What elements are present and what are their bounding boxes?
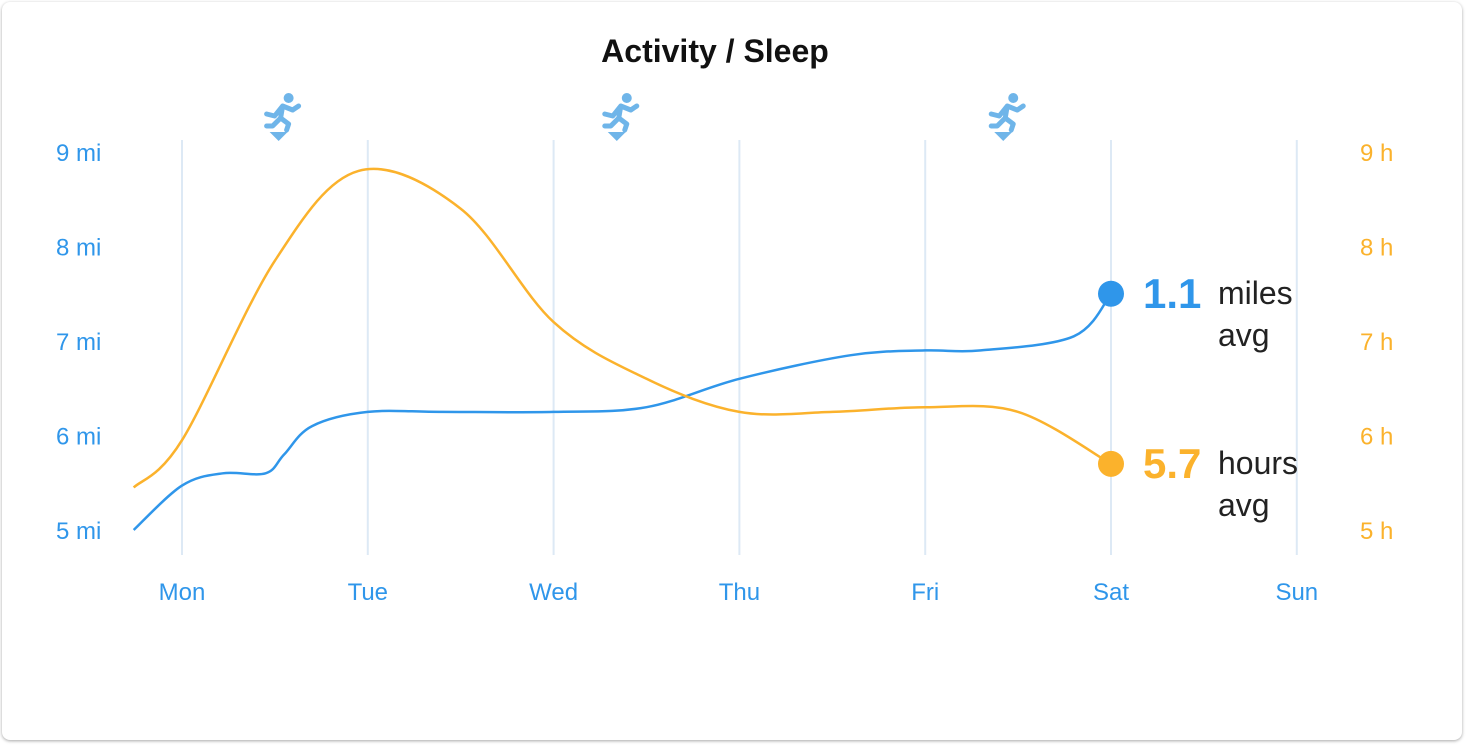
x-tick-sat: Sat <box>1093 579 1129 606</box>
y-right-tick: 7 h <box>1360 329 1393 356</box>
y-right-tick: 9 h <box>1360 140 1393 167</box>
activity-summary-avg: avg <box>1218 317 1270 353</box>
activity-end-point[interactable] <box>1098 280 1124 307</box>
y-right-tick: 8 h <box>1360 235 1393 262</box>
x-tick-mon: Mon <box>159 579 206 606</box>
sleep-summary-avg: avg <box>1218 487 1270 523</box>
y-right-tick: 5 h <box>1360 518 1393 545</box>
y-left-tick: 9 mi <box>56 140 101 167</box>
y-left-tick: 5 mi <box>56 518 101 545</box>
x-tick-wed: Wed <box>529 579 578 606</box>
running-icon[interactable] <box>264 93 302 141</box>
x-tick-fri: Fri <box>911 579 939 606</box>
sleep-summary-value: 5.7 <box>1143 440 1201 487</box>
activity-line <box>132 292 1112 531</box>
chart-card: Activity / Sleep 9 mi 8 mi 7 mi 6 mi 5 mi 9 … <box>2 2 1462 740</box>
running-icon[interactable] <box>602 93 640 141</box>
sleep-line <box>132 167 1112 489</box>
x-tick-tue: Tue <box>348 579 388 606</box>
activity-summary-value: 1.1 <box>1143 270 1201 317</box>
y-right-tick: 6 h <box>1360 424 1393 451</box>
y-left-tick: 7 mi <box>56 329 101 356</box>
y-left-tick: 6 mi <box>56 424 101 451</box>
x-tick-thu: Thu <box>719 579 760 606</box>
sleep-end-point[interactable] <box>1098 450 1124 477</box>
running-icon[interactable] <box>988 93 1026 141</box>
y-left-tick: 8 mi <box>56 235 101 262</box>
sleep-summary-unit: hours <box>1218 445 1298 481</box>
activity-summary-unit: miles <box>1218 275 1293 311</box>
chart-title: Activity / Sleep <box>601 33 829 69</box>
x-tick-sun: Sun <box>1275 579 1318 606</box>
